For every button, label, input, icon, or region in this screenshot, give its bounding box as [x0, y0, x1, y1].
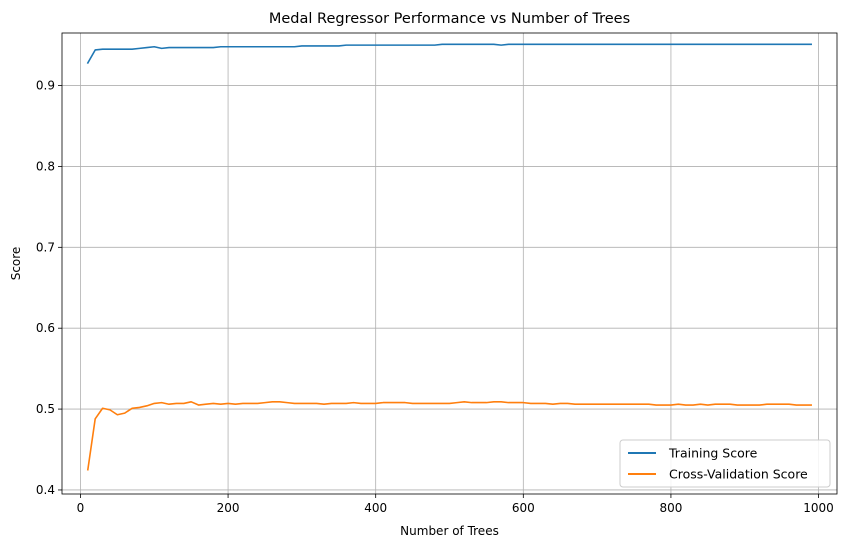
x-tick-label: 200 — [217, 501, 240, 515]
x-tick-label: 800 — [659, 501, 682, 515]
cross-validation-score-line — [86, 400, 812, 471]
legend-label-cross-validation: Cross-Validation Score — [669, 467, 808, 482]
x-tick-label: 400 — [364, 501, 387, 515]
y-tick-label: 0.7 — [36, 240, 55, 254]
y-tick-label: 0.8 — [36, 159, 55, 173]
y-axis-label: Score — [9, 247, 23, 281]
y-tick-label: 0.6 — [36, 321, 55, 335]
series-lines — [86, 43, 812, 471]
y-tick-label: 0.4 — [36, 483, 55, 497]
legend: Training Score Cross-Validation Score — [619, 439, 831, 488]
y-ticks: 0.4 0.5 0.6 0.7 0.8 0.9 — [36, 79, 62, 497]
training-score-line — [86, 43, 812, 65]
x-tick-label: 600 — [512, 501, 535, 515]
legend-label-training: Training Score — [668, 446, 758, 461]
x-tick-label: 0 — [77, 501, 85, 515]
x-tick-label: 1000 — [803, 501, 834, 515]
y-tick-label: 0.5 — [36, 402, 55, 416]
y-tick-label: 0.9 — [36, 79, 55, 93]
grid — [62, 33, 837, 494]
plot-frame — [61, 32, 838, 495]
legend-box — [619, 439, 831, 488]
x-ticks: 0 200 400 600 800 1000 — [77, 494, 834, 515]
x-axis-label: Number of Trees — [400, 524, 499, 538]
chart-title: Medal Regressor Performance vs Number of… — [269, 11, 630, 27]
